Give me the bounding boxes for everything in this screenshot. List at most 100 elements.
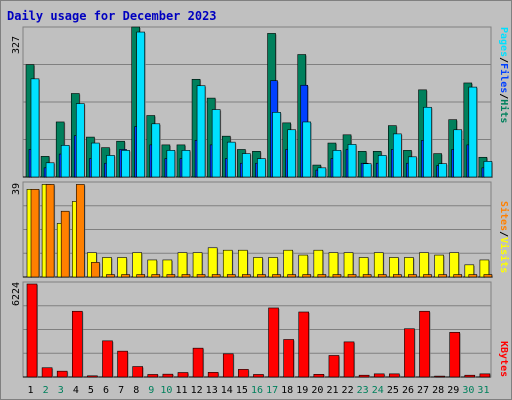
kbytes-bar-14 (222, 353, 234, 378)
pages-bar-14 (226, 141, 236, 178)
sites-bar-24 (377, 274, 387, 278)
legend-sep-2: / (498, 93, 509, 99)
kbytes-bar-4 (71, 310, 83, 378)
pages-bar-5 (91, 142, 100, 178)
kbytes-bar-6 (102, 340, 113, 378)
sites-bar-8 (136, 274, 145, 278)
pages-bar-7 (121, 150, 130, 178)
visits-bar-16 (253, 257, 263, 278)
day-label-19: 19 (296, 385, 308, 396)
pages-bar-21 (332, 150, 342, 178)
sites-bar-27 (423, 274, 432, 278)
day-label-30: 30 (462, 385, 474, 396)
kbytes-bar-10 (162, 373, 174, 378)
day-label-2: 2 (43, 385, 49, 396)
pages-bar-9 (151, 123, 161, 178)
visits-bar-24 (373, 252, 384, 278)
legend-sites: Sites (498, 201, 510, 231)
pages-bar-13 (211, 109, 221, 178)
day-label-1: 1 (28, 385, 34, 396)
visits-bar-27 (419, 252, 429, 278)
legend-sep-3: / (498, 231, 509, 237)
day-label-27: 27 (417, 385, 429, 396)
kbytes-bar-15 (238, 369, 249, 378)
day-label-3: 3 (58, 385, 64, 396)
sites-bar-13 (211, 274, 221, 278)
kbytes-bar-30 (464, 374, 476, 378)
visits-bar-29 (449, 252, 460, 278)
pages-bar-3 (60, 145, 70, 178)
pages-bar-8 (136, 31, 145, 178)
kbytes-bar-8 (132, 366, 143, 378)
sites-bar-20 (317, 274, 327, 278)
day-label-7: 7 (118, 385, 124, 396)
day-label-10: 10 (160, 385, 172, 396)
pages-bar-1 (30, 78, 40, 178)
kbytes-bar-22 (343, 341, 355, 378)
sites-bar-12 (196, 274, 206, 278)
kbytes-bar-2 (41, 367, 53, 378)
pages-bar-11 (181, 150, 191, 178)
kbytes-bar-7 (117, 350, 128, 378)
visits-bar-18 (283, 249, 293, 278)
sites-bar-10 (166, 274, 176, 278)
visits-bar-19 (298, 254, 309, 278)
kbytes-bar-1 (26, 283, 38, 378)
sites-bar-31 (483, 274, 493, 278)
top-ymax-label: 327 (11, 36, 22, 54)
mid-ymax-label: 39 (11, 183, 22, 195)
kbytes-bar-20 (313, 374, 325, 378)
day-label-17: 17 (266, 385, 278, 396)
kbytes-bar-19 (298, 311, 310, 378)
legend-top: Pages/Files/Hits (498, 27, 510, 123)
pages-bar-16 (257, 158, 266, 178)
visits-bar-21 (328, 252, 339, 278)
day-label-12: 12 (191, 385, 203, 396)
visits-bar-7 (117, 257, 127, 278)
day-label-14: 14 (221, 385, 233, 396)
kbytes-bar-23 (358, 374, 370, 378)
bot-ymax-label: 6224 (11, 282, 22, 306)
day-label-24: 24 (372, 385, 384, 396)
kbytes-bar-21 (328, 355, 340, 378)
visits-bar-25 (389, 257, 399, 278)
visits-bar-26 (404, 257, 414, 278)
sites-bar-4 (75, 184, 85, 278)
pages-bar-10 (166, 150, 176, 178)
pages-bar-4 (75, 103, 85, 178)
sites-bar-21 (332, 274, 342, 278)
pages-bar-6 (106, 155, 115, 178)
kbytes-bar-16 (253, 374, 264, 378)
day-label-13: 13 (206, 385, 218, 396)
day-label-4: 4 (73, 385, 79, 396)
legend-sep-1: / (498, 57, 509, 63)
kbytes-bar-26 (404, 328, 415, 378)
visits-bar-11 (177, 252, 188, 278)
kbytes-bar-17 (268, 307, 279, 378)
day-label-9: 9 (148, 385, 154, 396)
pages-bar-18 (287, 129, 296, 178)
visits-bar-20 (313, 249, 324, 278)
kbytes-bar-12 (192, 347, 204, 378)
day-label-5: 5 (88, 385, 94, 396)
kbytes-bar-25 (389, 373, 400, 378)
pages-bar-17 (272, 112, 281, 178)
pages-bar-20 (317, 167, 327, 178)
pages-bar-28 (438, 163, 447, 178)
pages-bar-2 (45, 162, 55, 178)
day-label-18: 18 (281, 385, 293, 396)
visits-bar-22 (343, 252, 354, 278)
sites-bar-28 (438, 274, 447, 278)
day-label-20: 20 (311, 385, 323, 396)
pages-bar-12 (196, 85, 206, 178)
legend-bottom: KBytes (498, 341, 509, 377)
pages-bar-15 (242, 153, 251, 178)
day-label-16: 16 (251, 385, 263, 396)
sites-bar-22 (347, 274, 357, 278)
sites-bar-14 (226, 274, 236, 278)
sites-bar-2 (45, 184, 55, 278)
hits-files-pages-panel (22, 26, 493, 179)
kbytes-bar-27 (419, 310, 430, 378)
day-label-8: 8 (133, 385, 139, 396)
